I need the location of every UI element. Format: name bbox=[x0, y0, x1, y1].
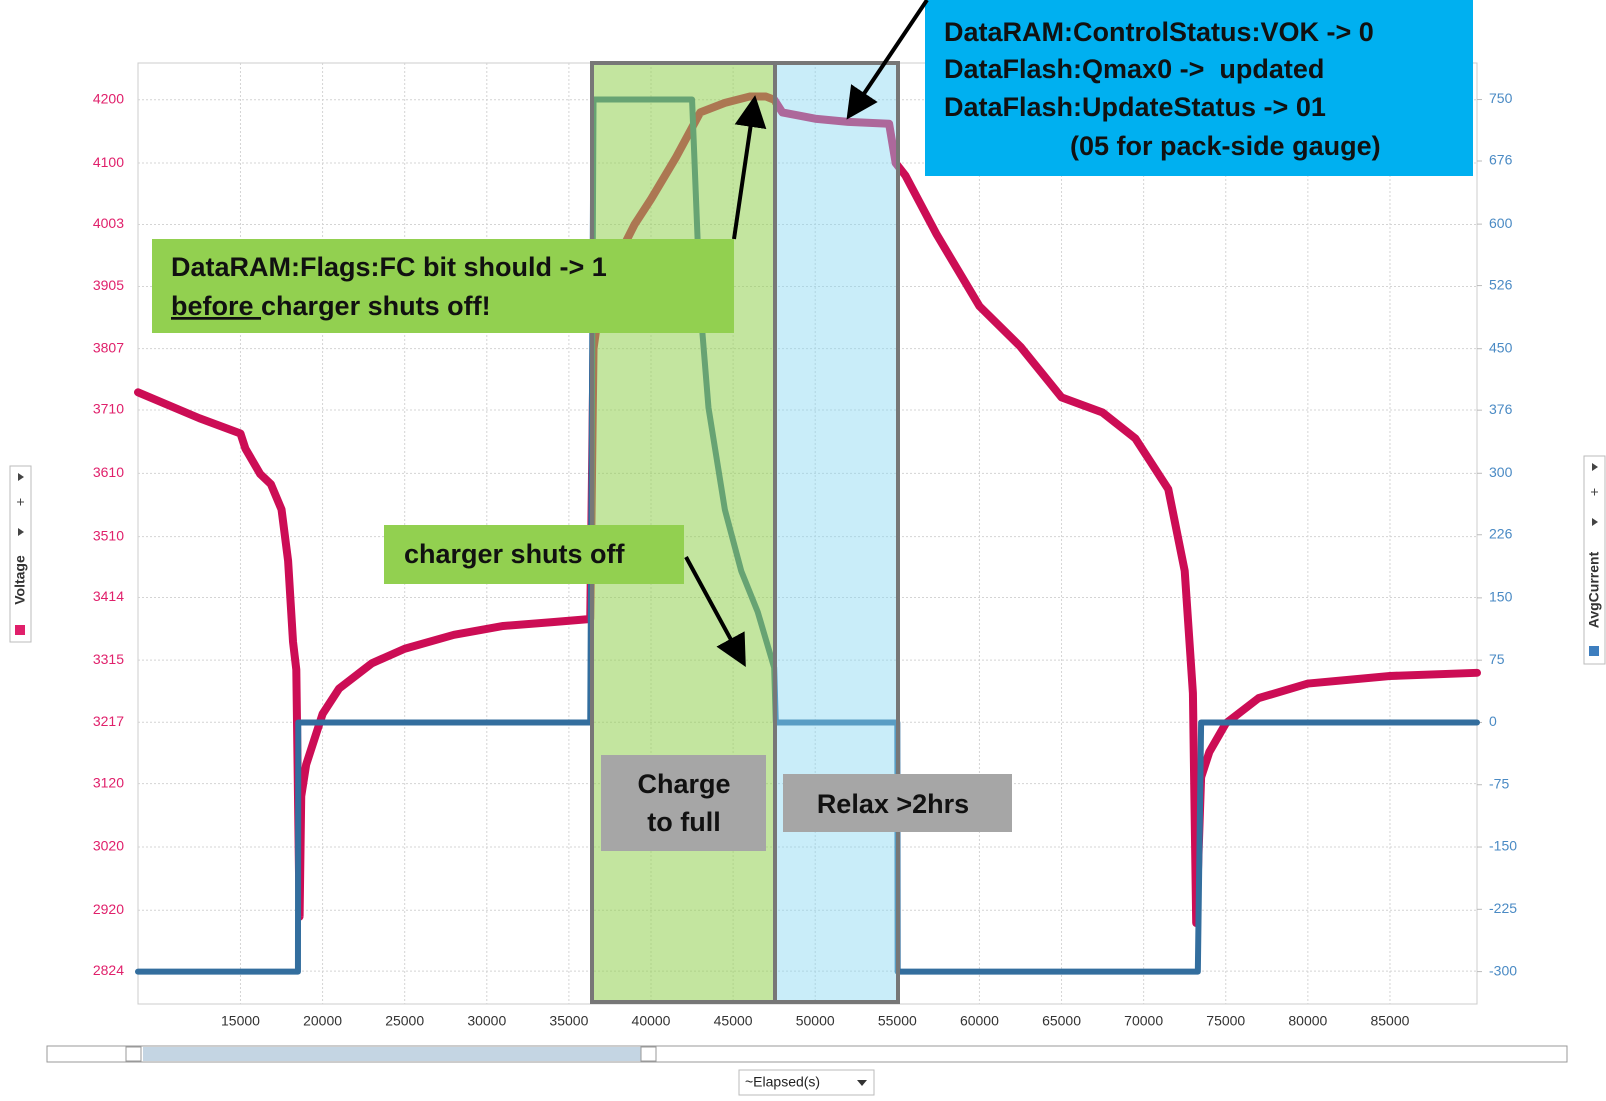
y-tick-label: 3217 bbox=[93, 713, 124, 729]
x-tick-label: 80000 bbox=[1288, 1013, 1327, 1029]
y-tick-label: 3807 bbox=[93, 339, 124, 355]
y-tick-label: 4100 bbox=[93, 154, 124, 170]
add-icon[interactable] bbox=[17, 498, 24, 506]
annotation-line: charger shuts off bbox=[404, 539, 626, 569]
charge-box bbox=[601, 755, 766, 851]
x-tick-label: 70000 bbox=[1124, 1013, 1163, 1029]
annotation-line: Charge bbox=[637, 769, 730, 799]
y-tick-label: 3414 bbox=[93, 588, 124, 604]
add-icon[interactable] bbox=[1591, 488, 1598, 496]
y-tick-label: 3510 bbox=[93, 527, 124, 543]
legend-swatch bbox=[15, 625, 25, 635]
y2-tick-label: -75 bbox=[1489, 775, 1509, 791]
expand-icon[interactable] bbox=[18, 528, 24, 536]
y2-axis-tab: AvgCurrent bbox=[1583, 455, 1606, 665]
legend-swatch bbox=[1589, 646, 1599, 656]
y2-tick-label: -225 bbox=[1489, 900, 1517, 916]
relax-region bbox=[773, 61, 900, 1004]
y2-tick-label: 0 bbox=[1489, 713, 1497, 729]
fc-box bbox=[152, 239, 734, 333]
y-tick-label: 3315 bbox=[93, 651, 124, 667]
y-tick-label: 4200 bbox=[93, 90, 124, 106]
y2-tick-label: 676 bbox=[1489, 152, 1513, 168]
expand-icon[interactable] bbox=[18, 473, 24, 481]
x-tick-label: 55000 bbox=[878, 1013, 917, 1029]
annotation-text: charger shuts off! bbox=[261, 291, 491, 321]
x-tick-label: 25000 bbox=[385, 1013, 424, 1029]
arrow bbox=[846, 0, 929, 120]
y2-tick-label: 150 bbox=[1489, 589, 1513, 605]
annotation-line: DataRAM:Flags:FC bit should -> 1 bbox=[171, 252, 607, 282]
x-tick-label: 45000 bbox=[714, 1013, 753, 1029]
annotation-line: to full bbox=[647, 807, 720, 837]
y-tick-label: 3120 bbox=[93, 774, 124, 790]
scroll-handle[interactable] bbox=[125, 1046, 142, 1062]
scrollbar[interactable] bbox=[46, 1045, 1568, 1063]
y2-tick-label: -150 bbox=[1489, 838, 1517, 854]
arrow bbox=[732, 95, 767, 240]
y-tick-label: 3710 bbox=[93, 401, 124, 417]
y-tick-label: 4003 bbox=[93, 215, 124, 231]
y-axis-tab: Voltage bbox=[9, 465, 32, 643]
x-tick-label: 85000 bbox=[1370, 1013, 1409, 1029]
overlays: DataRAM:ControlStatus:VOK -> 0 DataFlash… bbox=[152, 0, 1473, 1004]
x-axis-dropdown[interactable]: ~Elapsed(s) bbox=[738, 1069, 875, 1096]
y2-tick-label: 750 bbox=[1489, 90, 1513, 106]
x-tick-label: 40000 bbox=[632, 1013, 671, 1029]
scroll-handle[interactable] bbox=[640, 1046, 657, 1062]
y-axis-label: Voltage bbox=[12, 555, 28, 605]
status-box bbox=[925, 0, 1473, 176]
dropdown[interactable] bbox=[738, 1069, 875, 1096]
annotation-line: (05 for pack-side gauge) bbox=[1070, 131, 1381, 161]
x-tick-label: 15000 bbox=[221, 1013, 260, 1029]
arrow bbox=[684, 556, 746, 668]
x-tick-label: 65000 bbox=[1042, 1013, 1081, 1029]
y2-tick-label: 526 bbox=[1489, 276, 1513, 292]
y2-tick-label: 75 bbox=[1489, 651, 1505, 667]
underlined-text: before bbox=[171, 291, 261, 321]
expand-icon[interactable] bbox=[1592, 463, 1598, 471]
shutoff-box bbox=[384, 525, 684, 584]
y-tick-label: 3610 bbox=[93, 464, 124, 480]
y-tick-label: 2920 bbox=[93, 901, 124, 917]
annotation-line: before charger shuts off! bbox=[171, 291, 491, 321]
annotation-line: DataRAM:ControlStatus:VOK -> 0 bbox=[944, 17, 1374, 47]
y2-axis-label: AvgCurrent bbox=[1586, 551, 1602, 628]
x-tick-label: 35000 bbox=[549, 1013, 588, 1029]
dropdown-arrow[interactable] bbox=[857, 1080, 867, 1086]
x-axis-label: ~Elapsed(s) bbox=[745, 1074, 820, 1090]
y-tick-label: 2824 bbox=[93, 962, 124, 978]
annotation-line: DataFlash:Qmax0 -> updated bbox=[944, 54, 1324, 84]
x-tick-label: 20000 bbox=[303, 1013, 342, 1029]
tab-frame bbox=[1583, 455, 1606, 665]
annotation-line: Relax >2hrs bbox=[817, 789, 969, 819]
y2-tick-label: 600 bbox=[1489, 215, 1513, 231]
y2-tick-label: 226 bbox=[1489, 525, 1513, 541]
y2-tick-label: -300 bbox=[1489, 962, 1517, 978]
expand-icon[interactable] bbox=[1592, 518, 1598, 526]
x-tick-label: 60000 bbox=[960, 1013, 999, 1029]
y-tick-label: 3020 bbox=[93, 838, 124, 854]
x-tick-label: 75000 bbox=[1206, 1013, 1245, 1029]
y2-tick-label: 450 bbox=[1489, 339, 1513, 355]
scroll-thumb[interactable] bbox=[143, 1047, 641, 1061]
tab-frame bbox=[9, 465, 32, 643]
annotation-line: DataFlash:UpdateStatus -> 01 bbox=[944, 92, 1326, 122]
y-tick-label: 3905 bbox=[93, 277, 124, 293]
y2-tick-label: 376 bbox=[1489, 401, 1513, 417]
x-tick-label: 30000 bbox=[467, 1013, 506, 1029]
y2-tick-label: 300 bbox=[1489, 464, 1513, 480]
x-tick-label: 50000 bbox=[796, 1013, 835, 1029]
relax-box bbox=[783, 774, 1012, 832]
